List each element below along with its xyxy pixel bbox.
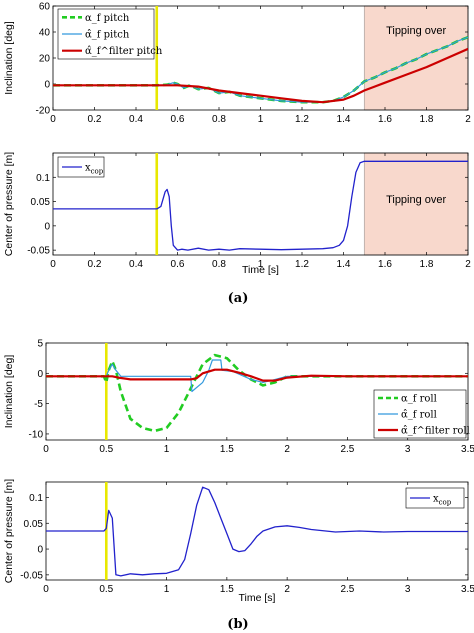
x-tick-label: 2	[465, 114, 471, 125]
y-tick-label: 0	[44, 80, 50, 91]
x-tick-label: 3	[405, 444, 411, 455]
y-tick-label: 0.05	[24, 519, 44, 530]
x-tick-label: 0.6	[171, 259, 185, 270]
x-tick-label: 3.5	[461, 584, 474, 595]
x-tick-label: 2	[284, 584, 290, 595]
y-tick-label: -0.05	[20, 570, 43, 581]
series-line-2	[53, 47, 468, 104]
series-line-1	[46, 359, 468, 393]
tipping-over-annotation: Tipping over	[386, 194, 446, 206]
series-line-0	[53, 160, 468, 251]
legend-label: α̂_f roll	[401, 410, 437, 421]
legend-box	[405, 487, 465, 509]
x-tick-label: 0.2	[88, 259, 102, 270]
x-tick-label: 0.6	[171, 114, 185, 125]
x-tick-label: 1	[258, 259, 264, 270]
x-tick-label: 0	[50, 259, 56, 270]
chart-a-bottom-center-of-pressure: Tipping over 0 0.2 0.4 0.6 0.8 1 1.2 1.4 1.6 1.8 2 -…	[3, 152, 471, 276]
x-tick-label: 1.6	[378, 259, 392, 270]
legend-label: α̂_f^filter pitch	[85, 46, 163, 57]
chart-a-top-inclination: Tipping over 0 0.2 0.4 0.6 0.8 1 1.2 1.4 1.6 1.8 2 -…	[3, 2, 471, 126]
panel-label-a: (a)	[228, 291, 249, 306]
legend: xcop	[405, 487, 465, 509]
x-tick-label: 0	[43, 584, 49, 595]
y-tick-label: -20	[36, 106, 51, 117]
legend-label: α̂_f^filter roll	[401, 426, 470, 437]
x-tick-label: 0.4	[129, 114, 143, 125]
legend-label: α_f roll	[401, 394, 437, 405]
x-tick-label: 1.4	[337, 114, 351, 125]
x-tick-label: 1.4	[337, 259, 351, 270]
y-tick-label: 0	[37, 369, 43, 380]
y-tick-label: 0	[44, 221, 50, 232]
x-axis-label: Time [s]	[239, 592, 276, 604]
y-axis-label: Center of pressure [m]	[3, 152, 15, 257]
y-axis-label: Center of pressure [m]	[3, 479, 15, 584]
x-tick-label: 3.5	[461, 444, 474, 455]
legend: xcop	[57, 156, 105, 178]
y-tick-label: 0	[37, 545, 43, 556]
series-line-2	[46, 368, 468, 382]
panel-label-b: (b)	[227, 617, 248, 632]
y-tick-label: 60	[39, 2, 51, 13]
x-axis-label: Time [s]	[242, 264, 279, 276]
y-tick-label: 0.1	[29, 493, 43, 504]
series-line-0	[46, 353, 468, 433]
x-tick-label: 2	[284, 444, 290, 455]
x-tick-label: 0.5	[99, 584, 113, 595]
x-tick-label: 0.5	[99, 444, 113, 455]
chart-b-top-inclination: 0 0.5 1 1.5 2 2.5 3 3.5 -10 -5 0 5 Inclination [deg]…	[3, 339, 474, 456]
y-axis-label: Inclination [deg]	[3, 21, 15, 95]
x-tick-label: 0	[43, 444, 49, 455]
x-tick-label: 1	[164, 584, 170, 595]
x-tick-label: 1.2	[295, 259, 309, 270]
y-tick-label: 40	[39, 28, 51, 39]
x-tick-label: 1.5	[220, 444, 234, 455]
y-tick-label: -5	[34, 399, 43, 410]
legend-label: α̂_f pitch	[85, 30, 130, 41]
x-tick-label: 1.2	[295, 114, 309, 125]
x-tick-label: 1.5	[220, 584, 234, 595]
y-axis-label: Inclination [deg]	[3, 355, 15, 429]
x-tick-label: 1.8	[420, 259, 434, 270]
x-tick-label: 0	[50, 114, 56, 125]
x-tick-label: 0.2	[88, 114, 102, 125]
series-line-0	[46, 486, 468, 577]
legend-label: α_f pitch	[85, 13, 130, 24]
x-tick-label: 2.5	[340, 444, 354, 455]
x-tick-label: 1	[258, 114, 264, 125]
y-tick-label: -0.05	[27, 246, 50, 257]
legend: α_f pitch α̂_f pitch α̂_f^filter pitch	[57, 8, 163, 60]
x-tick-label: 3	[405, 584, 411, 595]
plot-frame	[45, 342, 469, 441]
x-tick-label: 2.5	[340, 584, 354, 595]
x-tick-label: 1	[164, 444, 170, 455]
x-tick-label: 0.8	[212, 259, 226, 270]
tipping-over-region	[363, 152, 469, 256]
x-tick-label: 2	[465, 259, 471, 270]
x-tick-label: 1.8	[420, 114, 434, 125]
y-tick-label: 5	[37, 339, 43, 350]
y-tick-label: 0.1	[36, 173, 50, 184]
y-tick-label: 0.05	[31, 197, 51, 208]
y-tick-label: 20	[39, 54, 51, 65]
x-tick-label: 1.6	[378, 114, 392, 125]
tipping-over-annotation: Tipping over	[386, 25, 446, 37]
legend: α_f roll α̂_f roll α̂_f^filter roll	[373, 389, 470, 439]
x-tick-label: 0.4	[129, 259, 143, 270]
x-tick-label: 0.8	[212, 114, 226, 125]
y-tick-label: -10	[29, 429, 44, 440]
